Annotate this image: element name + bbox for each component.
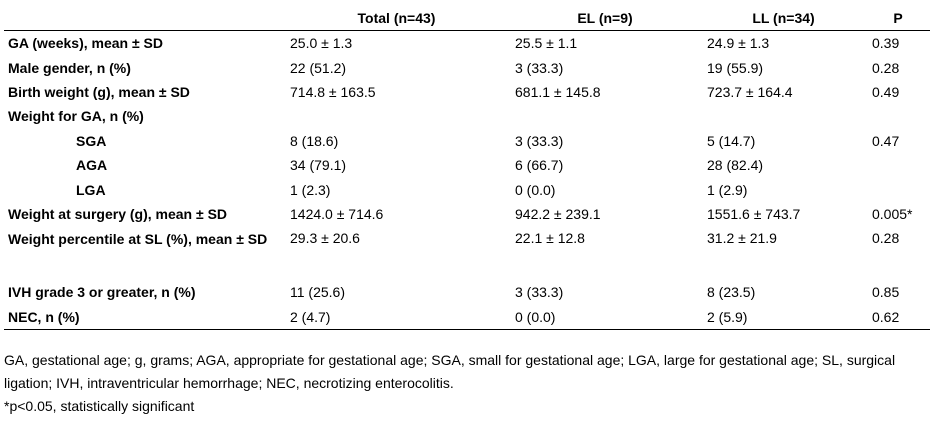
p-value-cell: 0.28 bbox=[872, 59, 900, 76]
header-cell-ll: LL (n=34) bbox=[701, 6, 866, 31]
ll-cell bbox=[701, 104, 866, 128]
p-value-cell: 0.85 bbox=[872, 284, 900, 301]
total-cell: 8 (18.6) bbox=[290, 132, 339, 149]
ll-cell: 1 (2.9) bbox=[707, 181, 748, 198]
p-value-cell: 0.39 bbox=[872, 35, 900, 52]
p-value-cell: 0.005* bbox=[872, 205, 913, 222]
total-cell: 11 (25.6) bbox=[290, 284, 345, 301]
row-label: Weight for GA, n (%) bbox=[8, 108, 144, 125]
ll-cell: 5 (14.7) bbox=[707, 132, 756, 149]
ll-cell: 723.7 ± 164.4 bbox=[707, 83, 793, 100]
total-cell: 714.8 ± 163.5 bbox=[290, 83, 376, 100]
table-row: Weight percentile at SL (%), mean ± SD 29… bbox=[4, 226, 930, 280]
el-cell: 22.1 ± 12.8 bbox=[515, 230, 585, 247]
row-label: Male gender, n (%) bbox=[8, 59, 131, 76]
total-cell bbox=[284, 104, 509, 128]
row-label: NEC, n (%) bbox=[4, 304, 284, 330]
data-table: Total (n=43) EL (n=9) LL (n=34) P GA (we… bbox=[4, 6, 930, 330]
table-row: NEC, n (%) 2 (4.7) 0 (0.0) 2 (5.9) 0.62 bbox=[4, 304, 930, 330]
ll-cell: 1551.6 ± 743.7 bbox=[707, 205, 801, 222]
p-value-cell: 0.47 bbox=[872, 132, 900, 149]
total-cell: 25.0 ± 1.3 bbox=[290, 35, 353, 52]
header-row: Total (n=43) EL (n=9) LL (n=34) P bbox=[4, 6, 930, 31]
table-row: IVH grade 3 or greater, n (%) 11 (25.6) 3 … bbox=[4, 280, 930, 304]
el-cell: 25.5 ± 1.1 bbox=[515, 35, 578, 52]
ll-cell: 2 (5.9) bbox=[701, 304, 866, 330]
table-row: AGA 34 (79.1) 6 (66.7) 28 (82.4) bbox=[4, 153, 930, 177]
row-label: LGA bbox=[76, 181, 106, 198]
ll-cell: 24.9 ± 1.3 bbox=[707, 35, 770, 52]
total-cell: 29.3 ± 20.6 bbox=[290, 230, 360, 247]
el-cell: 0 (0.0) bbox=[515, 181, 556, 198]
el-cell: 0 (0.0) bbox=[509, 304, 701, 330]
ll-cell: 8 (23.5) bbox=[707, 284, 756, 301]
table-row: Weight at surgery (g), mean ± SD 1424.0 ±… bbox=[4, 202, 930, 226]
el-cell: 6 (66.7) bbox=[515, 157, 564, 174]
el-cell: 3 (33.3) bbox=[515, 59, 564, 76]
total-cell: 34 (79.1) bbox=[290, 157, 347, 174]
p-value-cell: 0.49 bbox=[872, 83, 900, 100]
p-value-cell bbox=[866, 153, 930, 177]
total-cell: 1 (2.3) bbox=[290, 181, 331, 198]
header-cell-total: Total (n=43) bbox=[284, 6, 509, 31]
ll-cell: 19 (55.9) bbox=[707, 59, 764, 76]
p-value-cell bbox=[866, 177, 930, 201]
header-cell-el: EL (n=9) bbox=[509, 6, 701, 31]
total-cell: 22 (51.2) bbox=[290, 59, 347, 76]
row-label: Weight percentile at SL (%), mean ± SD bbox=[8, 231, 268, 248]
table-body: GA (weeks), mean ± SD 25.0 ± 1.3 25.5 ± 1.… bbox=[4, 31, 930, 330]
header-cell-p: P bbox=[866, 6, 930, 31]
row-label: AGA bbox=[76, 157, 108, 174]
row-label: SGA bbox=[76, 132, 107, 149]
table-footnotes: GA, gestational age; g, grams; AGA, appr… bbox=[4, 349, 930, 418]
row-label: IVH grade 3 or greater, n (%) bbox=[8, 284, 196, 301]
row-label: GA (weeks), mean ± SD bbox=[8, 35, 163, 52]
row-label: Birth weight (g), mean ± SD bbox=[8, 83, 190, 100]
table-row: LGA 1 (2.3) 0 (0.0) 1 (2.9) bbox=[4, 177, 930, 201]
el-cell: 942.2 ± 239.1 bbox=[515, 205, 601, 222]
el-cell: 681.1 ± 145.8 bbox=[515, 83, 601, 100]
el-cell bbox=[509, 104, 701, 128]
p-value-cell: 0.28 bbox=[872, 230, 900, 247]
el-cell: 3 (33.3) bbox=[515, 132, 564, 149]
el-cell: 3 (33.3) bbox=[515, 284, 564, 301]
header-cell-label bbox=[4, 6, 284, 31]
ll-cell: 31.2 ± 21.9 bbox=[707, 230, 777, 247]
total-cell: 2 (4.7) bbox=[284, 304, 509, 330]
table-row: Male gender, n (%) 22 (51.2) 3 (33.3) 19 (5… bbox=[4, 55, 930, 79]
significance-note: *p<0.05, statistically significant bbox=[4, 398, 195, 414]
table-row: Weight for GA, n (%) bbox=[4, 104, 930, 128]
table-row: GA (weeks), mean ± SD 25.0 ± 1.3 25.5 ± 1.… bbox=[4, 31, 930, 56]
table-row: SGA 8 (18.6) 3 (33.3) 5 (14.7) 0.47 bbox=[4, 129, 930, 153]
ll-cell: 28 (82.4) bbox=[707, 157, 764, 174]
total-cell: 1424.0 ± 714.6 bbox=[290, 205, 384, 222]
abbreviations-note: GA, gestational age; g, grams; AGA, appr… bbox=[4, 352, 896, 391]
p-value-cell bbox=[866, 104, 930, 128]
row-label: Weight at surgery (g), mean ± SD bbox=[8, 205, 228, 222]
table-row: Birth weight (g), mean ± SD 714.8 ± 163.5… bbox=[4, 80, 930, 104]
p-value-cell: 0.62 bbox=[866, 304, 930, 330]
